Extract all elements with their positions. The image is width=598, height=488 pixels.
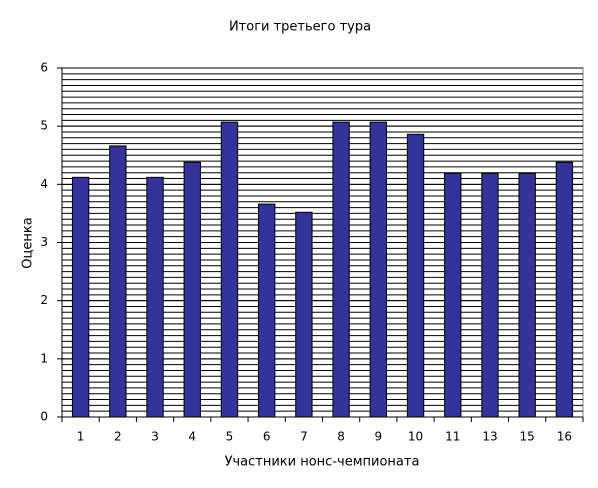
y-tick-label: 3 xyxy=(40,235,48,249)
bar xyxy=(257,203,276,418)
bar xyxy=(518,172,536,418)
x-tick-label: 10 xyxy=(408,430,423,444)
bar xyxy=(183,161,201,418)
y-tick-label: 6 xyxy=(40,61,48,75)
x-tick-label: 16 xyxy=(557,430,572,444)
bar xyxy=(220,121,239,418)
x-tick-label: 5 xyxy=(226,430,234,444)
y-tick-label: 0 xyxy=(40,410,48,424)
x-axis-title: Участники нонс-чемпионата xyxy=(225,455,420,470)
x-tick-label: 3 xyxy=(151,430,159,444)
bar xyxy=(406,133,425,418)
y-tick-label: 4 xyxy=(40,177,48,191)
bar xyxy=(369,121,388,418)
bar xyxy=(332,121,350,418)
bar xyxy=(109,145,127,418)
x-tick-label: 11 xyxy=(445,430,460,444)
bar xyxy=(295,211,313,418)
y-tick-label: 1 xyxy=(40,351,48,365)
x-tick-label: 15 xyxy=(520,430,535,444)
x-tick-label: 2 xyxy=(114,430,122,444)
bar xyxy=(481,172,499,418)
x-tick-label: 7 xyxy=(300,430,308,444)
x-tick-label: 4 xyxy=(188,430,196,444)
x-tick-label: 1 xyxy=(77,430,85,444)
bar xyxy=(146,176,164,418)
chart-title: Итоги третьего тура xyxy=(229,20,371,35)
x-tick-label: 13 xyxy=(482,430,497,444)
x-tick-label: 8 xyxy=(337,430,345,444)
bar xyxy=(555,161,574,418)
y-tick-label: 2 xyxy=(40,293,48,307)
x-tick-label: 9 xyxy=(375,430,383,444)
bar xyxy=(444,172,462,418)
bar xyxy=(71,176,90,418)
y-tick-label: 5 xyxy=(40,119,48,133)
y-axis-title: Оценка xyxy=(21,217,36,268)
x-tick-label: 6 xyxy=(263,430,271,444)
